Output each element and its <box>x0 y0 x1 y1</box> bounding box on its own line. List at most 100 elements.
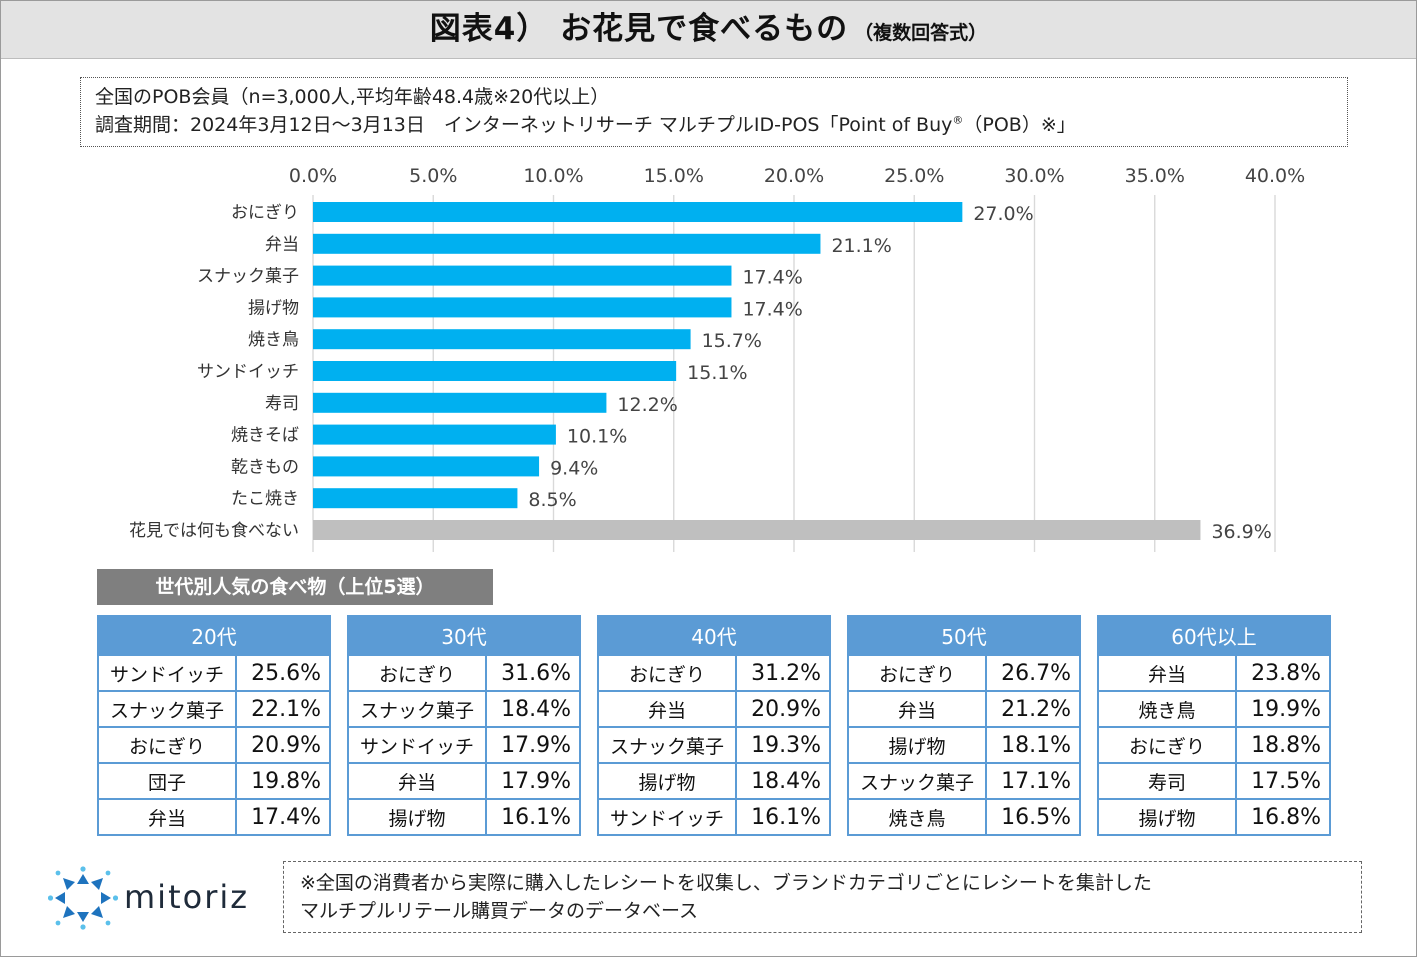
table-row: 弁当 17.4% <box>97 798 331 836</box>
food-name: スナック菓子 <box>347 690 487 728</box>
table-row: 弁当 23.8% <box>1097 654 1331 692</box>
survey-info-line2-suffix: （POB）※」 <box>963 114 1076 136</box>
generation-section-header: 世代別人気の食べ物（上位5選） <box>97 569 493 605</box>
food-name: 焼き鳥 <box>1097 690 1237 728</box>
food-name: スナック菓子 <box>847 762 987 800</box>
bar <box>313 520 1201 540</box>
food-percent: 26.7% <box>985 654 1081 692</box>
table-row: スナック菓子 17.1% <box>847 762 1081 800</box>
table-row: 揚げ物 18.4% <box>597 762 831 800</box>
bar-value-label: 10.1% <box>567 426 627 448</box>
category-label: 焼きそば <box>231 426 299 446</box>
x-tick-label: 25.0% <box>884 165 944 187</box>
food-percent: 19.3% <box>735 726 831 764</box>
category-label: おにぎり <box>231 203 299 223</box>
x-tick-label: 40.0% <box>1245 165 1305 187</box>
bar-value-label: 36.9% <box>1211 521 1271 543</box>
bar-value-label: 15.7% <box>702 330 762 352</box>
generation-table-40s: 40代 おにぎり 31.2% 弁当 20.9% スナック菓子 19.3% 揚げ物 18.… <box>597 615 831 836</box>
table-row: サンドイッチ 25.6% <box>97 654 331 692</box>
table-row: 寿司 17.5% <box>1097 762 1331 800</box>
food-percent: 18.4% <box>485 690 581 728</box>
footnote-box: ※全国の消費者から実際に購入したレシートを収集し、ブランドカテゴリごとにレシート… <box>283 861 1362 933</box>
category-label: たこ焼き <box>231 489 299 509</box>
bar <box>313 233 821 254</box>
table-row: 弁当 21.2% <box>847 690 1081 728</box>
food-percent: 19.8% <box>235 762 331 800</box>
food-percent: 21.2% <box>985 690 1081 728</box>
bar-value-label: 8.5% <box>528 489 576 511</box>
food-name: 弁当 <box>597 690 737 728</box>
food-name: おにぎり <box>597 654 737 692</box>
food-name: 弁当 <box>347 762 487 800</box>
food-name: サンドイッチ <box>597 798 737 836</box>
table-row: 団子 19.8% <box>97 762 331 800</box>
food-name: 揚げ物 <box>347 798 487 836</box>
table-row: スナック菓子 19.3% <box>597 726 831 764</box>
page-subtitle: （複数回答式） <box>854 22 988 44</box>
bar-value-label: 15.1% <box>687 362 747 384</box>
logo-wordmark: mitoriz <box>124 878 250 916</box>
food-name: おにぎり <box>97 726 237 764</box>
food-name: スナック菓子 <box>597 726 737 764</box>
page-title: 図表4） お花見で食べるもの <box>429 11 849 47</box>
generation-table-60s-plus: 60代以上 弁当 23.8% 焼き鳥 19.9% おにぎり 18.8% 寿司 17.5%… <box>1097 615 1331 836</box>
table-row: おにぎり 20.9% <box>97 726 331 764</box>
category-label: サンドイッチ <box>197 362 299 382</box>
food-name: 弁当 <box>97 798 237 836</box>
category-label: 乾きもの <box>231 457 299 477</box>
x-tick-label: 30.0% <box>1004 165 1064 187</box>
table-row: 弁当 20.9% <box>597 690 831 728</box>
category-label: 弁当 <box>265 235 299 255</box>
food-name: おにぎり <box>847 654 987 692</box>
table-row: 揚げ物 16.1% <box>347 798 581 836</box>
registered-mark: ® <box>952 113 964 127</box>
table-row: スナック菓子 18.4% <box>347 690 581 728</box>
food-name: 団子 <box>97 762 237 800</box>
bar <box>313 202 963 222</box>
mitoriz-logo: mitoriz <box>47 866 268 930</box>
food-name: おにぎり <box>1097 726 1237 764</box>
table-title: 50代 <box>847 615 1081 656</box>
food-percent: 17.9% <box>485 726 581 764</box>
bar-value-label: 17.4% <box>742 267 802 289</box>
bar <box>313 392 607 413</box>
survey-info-line2: 調査期間：2024年3月12日～3月13日 インターネットリサーチ マルチプルI… <box>95 111 1333 139</box>
generation-table-20s: 20代 サンドイッチ 25.6% スナック菓子 22.1% おにぎり 20.9% 団子… <box>97 615 331 836</box>
x-tick-label: 0.0% <box>289 165 337 187</box>
table-row: おにぎり 31.6% <box>347 654 581 692</box>
food-name: スナック菓子 <box>97 690 237 728</box>
x-tick-label: 5.0% <box>409 165 457 187</box>
bar <box>313 265 732 286</box>
food-name: 揚げ物 <box>597 762 737 800</box>
food-name: 揚げ物 <box>1097 798 1237 836</box>
food-percent: 17.4% <box>235 798 331 836</box>
x-tick-label: 15.0% <box>644 165 704 187</box>
bar <box>313 424 556 445</box>
category-label: 揚げ物 <box>248 298 299 318</box>
survey-info-line1: 全国のPOB会員（n=3,000人,平均年齢48.4歳※20代以上） <box>95 86 610 108</box>
food-name: 寿司 <box>1097 762 1237 800</box>
bar-value-label: 12.2% <box>617 394 677 416</box>
food-percent: 22.1% <box>235 690 331 728</box>
food-percent: 23.8% <box>1235 654 1331 692</box>
table-row: 弁当 17.9% <box>347 762 581 800</box>
food-percent: 16.5% <box>985 798 1081 836</box>
bar <box>313 329 691 350</box>
table-row: おにぎり 31.2% <box>597 654 831 692</box>
food-percent: 31.6% <box>485 654 581 692</box>
category-label: スナック菓子 <box>197 267 299 287</box>
food-name: おにぎり <box>347 654 487 692</box>
food-name: 揚げ物 <box>847 726 987 764</box>
food-percent: 18.1% <box>985 726 1081 764</box>
generation-table-30s: 30代 おにぎり 31.6% スナック菓子 18.4% サンドイッチ 17.9% 弁当… <box>347 615 581 836</box>
food-percent: 20.9% <box>735 690 831 728</box>
food-percent: 17.9% <box>485 762 581 800</box>
food-percent: 17.1% <box>985 762 1081 800</box>
survey-info-box: 全国のPOB会員（n=3,000人,平均年齢48.4歳※20代以上） 調査期間：… <box>80 77 1348 147</box>
table-title: 20代 <box>97 615 331 656</box>
survey-info-line2-prefix: 調査期間：2024年3月12日～3月13日 インターネットリサーチ マルチプルI… <box>95 114 953 136</box>
food-name: サンドイッチ <box>97 654 237 692</box>
food-percent: 16.8% <box>1235 798 1331 836</box>
table-row: おにぎり 18.8% <box>1097 726 1331 764</box>
